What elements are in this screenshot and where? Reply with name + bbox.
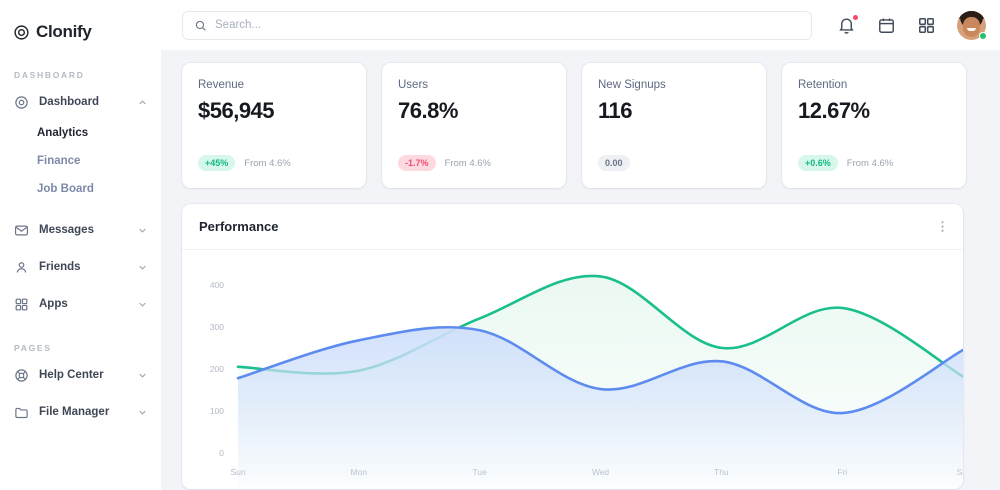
apps-button[interactable] xyxy=(917,16,936,35)
avatar[interactable] xyxy=(957,10,987,40)
stat-footer: -1.7% From 4.6% xyxy=(398,155,550,171)
chart-line-2 xyxy=(236,325,963,415)
stat-title: Users xyxy=(398,79,429,91)
sidebar: Clonify DASHBOARD Dashboard Analytics Fi… xyxy=(0,0,161,490)
status-badge: -1.7% xyxy=(398,155,436,171)
folder-icon xyxy=(14,405,29,420)
sidebar-item-help-center[interactable]: Help Center xyxy=(0,360,161,390)
y-axis-tick-label: 0 xyxy=(219,448,224,458)
sidebar-item-messages[interactable]: Messages xyxy=(0,215,161,245)
stat-card-users[interactable]: Users 76.8% -1.7% From 4.6% xyxy=(382,63,566,188)
sidebar-subitem-label: Analytics xyxy=(37,127,89,139)
bell-icon xyxy=(839,18,854,34)
status-badge xyxy=(979,31,987,40)
stat-value: 76.8% xyxy=(398,98,458,123)
sidebar-subnav-dashboard: Analytics Finance Job Board xyxy=(0,121,161,201)
sidebar-item-label: Friends xyxy=(39,261,81,273)
target-icon xyxy=(14,95,29,110)
status-badge: +0.6% xyxy=(798,155,838,171)
sidebar-item-analytics[interactable]: Analytics xyxy=(37,121,161,145)
stat-footer: +0.6% From 4.6% xyxy=(798,155,950,171)
dashboard-content: Revenue $56,945 +45% From 4.6% Users 76.… xyxy=(161,50,1000,490)
kebab-menu-icon[interactable] xyxy=(935,219,950,234)
y-axis-tick-label: 100 xyxy=(210,406,224,416)
sidebar-item-label: Messages xyxy=(39,224,94,236)
stat-title: Retention xyxy=(798,79,848,91)
main-area: Revenue $56,945 +45% From 4.6% Users 76.… xyxy=(161,0,1000,490)
page-title: Performance xyxy=(199,219,279,234)
user-icon xyxy=(14,260,29,275)
chevron-down-icon[interactable] xyxy=(137,262,148,273)
stat-value: 12.67% xyxy=(798,98,870,123)
stat-note: From 4.6% xyxy=(444,157,491,169)
sidebar-item-label: Help Center xyxy=(39,369,104,381)
y-axis-tick-label: 400 xyxy=(210,280,224,290)
chart-header: Performance xyxy=(182,204,963,250)
chevron-up-icon[interactable] xyxy=(137,97,148,108)
stat-card-retention[interactable]: Retention 12.67% +0.6% From 4.6% xyxy=(782,63,966,188)
stat-cards: Revenue $56,945 +45% From 4.6% Users 76.… xyxy=(182,63,1000,188)
chevron-down-icon[interactable] xyxy=(137,370,148,381)
y-axis-tick-label: 200 xyxy=(210,364,224,374)
sidebar-subitem-label: Finance xyxy=(37,155,81,167)
stat-card-new-signups[interactable]: New Signups 116 0.00 xyxy=(582,63,766,188)
sidebar-section-dashboard-label: DASHBOARD xyxy=(14,70,85,80)
avatar-image xyxy=(957,10,986,40)
stat-note: From 4.6% xyxy=(846,157,894,169)
chevron-down-icon[interactable] xyxy=(137,407,148,418)
notification-badge xyxy=(853,14,858,20)
help-icon xyxy=(14,368,29,383)
sidebar-item-label: File Manager xyxy=(39,406,110,418)
sidebar-item-file-manager[interactable]: File Manager xyxy=(0,397,161,427)
search-input[interactable] xyxy=(215,19,800,31)
sidebar-item-friends[interactable]: Friends xyxy=(0,252,161,282)
sidebar-item-label: Apps xyxy=(39,298,68,310)
search-box[interactable] xyxy=(182,10,812,40)
stat-footer: +45% From 4.6% xyxy=(198,155,350,171)
brand-logo[interactable]: Clonify xyxy=(0,0,161,50)
search-icon xyxy=(195,20,206,31)
grid-icon xyxy=(919,17,934,33)
sidebar-section-pages-label: PAGES xyxy=(14,343,52,353)
sidebar-item-label: Dashboard xyxy=(39,96,100,108)
stat-title: New Signups xyxy=(598,79,666,91)
brand-name: Clonify xyxy=(36,22,92,41)
target-icon xyxy=(13,24,30,41)
performance-area-chart: 0100200300400SunMonTueWedThuFriSat xyxy=(210,274,963,487)
grid-icon xyxy=(14,297,29,312)
chart-plot-area: 0100200300400SunMonTueWedThuFriSat xyxy=(182,250,963,489)
calendar-icon xyxy=(879,18,894,33)
chevron-down-icon[interactable] xyxy=(137,225,148,236)
stat-note: From 4.6% xyxy=(244,157,291,169)
topbar-actions xyxy=(837,10,987,40)
sidebar-item-finance[interactable]: Finance xyxy=(37,149,161,173)
topbar xyxy=(161,0,1000,50)
status-badge: 0.00 xyxy=(598,155,630,171)
performance-chart-card: Performance 0100200300400SunMonTueWedThu… xyxy=(182,204,963,489)
sidebar-item-apps[interactable]: Apps xyxy=(0,289,161,319)
notifications-button[interactable] xyxy=(837,14,858,35)
stat-value: 116 xyxy=(598,98,633,123)
stat-title: Revenue xyxy=(198,79,245,91)
stat-footer: 0.00 xyxy=(598,155,750,171)
sidebar-subitem-label: Job Board xyxy=(37,183,94,195)
sidebar-item-dashboard[interactable]: Dashboard xyxy=(0,87,161,117)
status-badge: +45% xyxy=(198,155,236,171)
chart-area-2 xyxy=(238,327,963,487)
stat-value: $56,945 xyxy=(198,98,275,123)
y-axis-tick-label: 300 xyxy=(210,322,224,332)
stat-card-revenue[interactable]: Revenue $56,945 +45% From 4.6% xyxy=(182,63,366,188)
sidebar-item-job-board[interactable]: Job Board xyxy=(37,177,161,201)
calendar-button[interactable] xyxy=(877,16,896,35)
mail-icon xyxy=(14,223,29,238)
chevron-down-icon[interactable] xyxy=(137,299,148,310)
